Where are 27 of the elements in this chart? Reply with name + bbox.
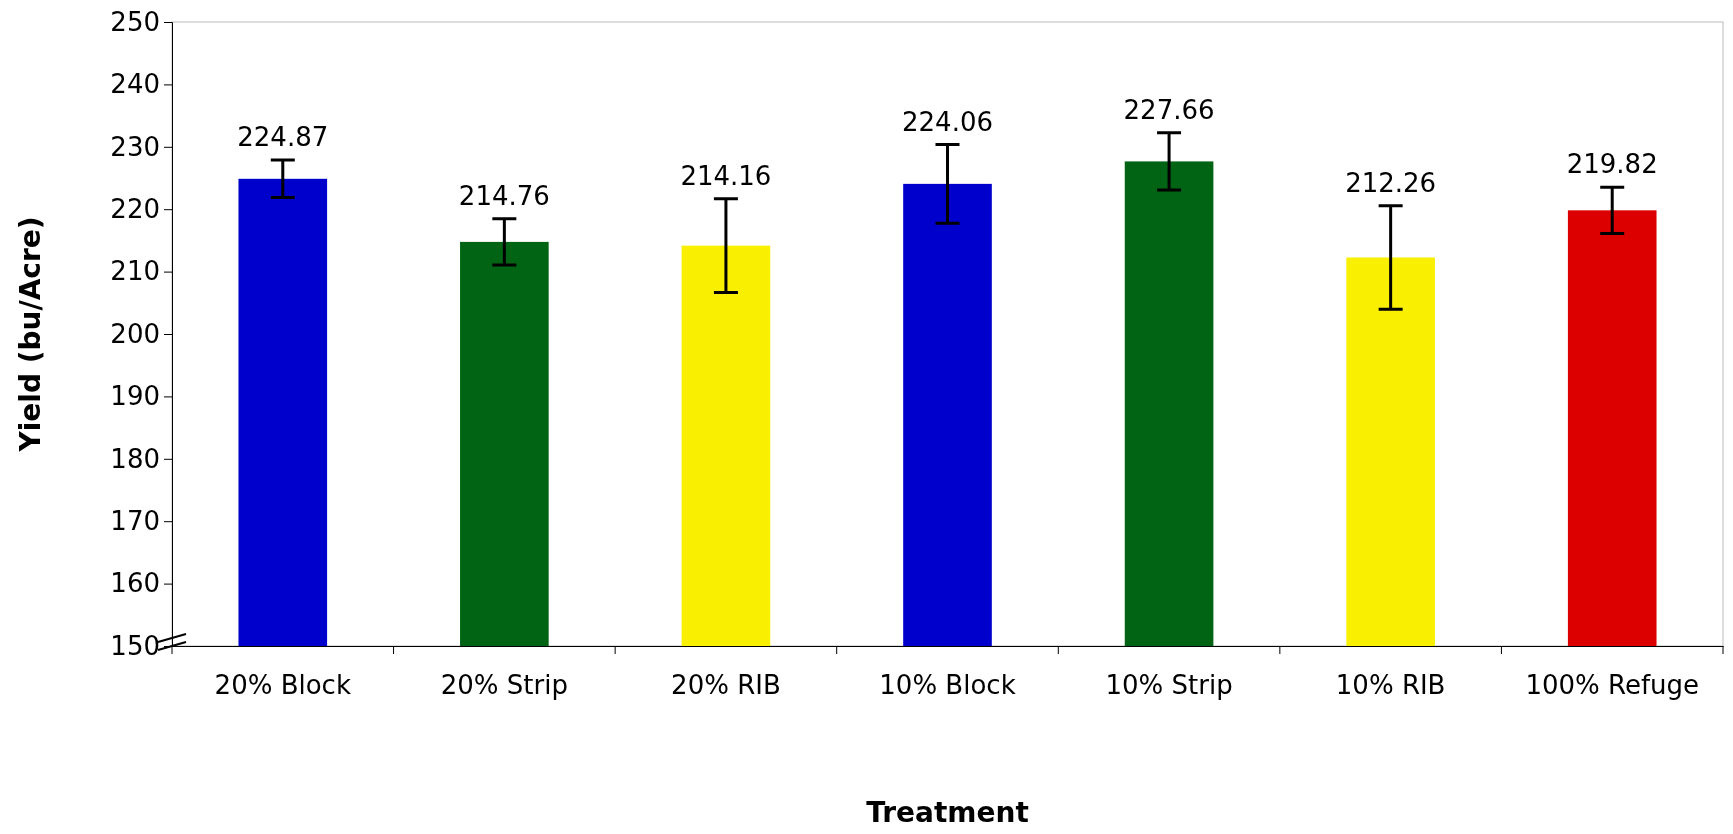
y-tick-label: 240 — [110, 69, 160, 100]
x-tick-label: 20% Block — [214, 670, 351, 700]
x-tick-label: 10% Strip — [1105, 670, 1233, 700]
x-tick-label: 10% RIB — [1335, 670, 1446, 700]
y-axis-title: Yield (bu/Acre) — [14, 216, 47, 453]
y-tick-label: 160 — [110, 568, 160, 599]
x-tick-label: 20% Strip — [440, 670, 568, 700]
data-label: 219.82 — [1566, 149, 1658, 180]
y-tick-label: 230 — [110, 131, 160, 162]
y-tick-label: 150 — [110, 630, 160, 661]
y-tick-label: 180 — [110, 443, 160, 474]
x-tick-label: 20% RIB — [671, 670, 781, 700]
data-label: 212.26 — [1345, 167, 1437, 198]
data-label: 214.16 — [680, 160, 772, 191]
x-tick-label: 100% Refuge — [1525, 670, 1700, 700]
y-tick-label: 220 — [110, 194, 160, 225]
x-tick-label: 10% Block — [879, 670, 1016, 700]
y-tick-label: 200 — [110, 318, 160, 349]
data-label: 224.87 — [237, 122, 329, 153]
y-tick-label: 210 — [110, 256, 160, 287]
y-tick-label: 190 — [110, 381, 160, 412]
y-tick-label: 250 — [110, 6, 160, 37]
data-label: 214.76 — [458, 180, 550, 211]
x-axis-title: Treatment — [866, 796, 1029, 829]
data-label: 227.66 — [1123, 94, 1215, 125]
y-tick-label: 170 — [110, 506, 160, 537]
data-label: 224.06 — [902, 106, 993, 137]
